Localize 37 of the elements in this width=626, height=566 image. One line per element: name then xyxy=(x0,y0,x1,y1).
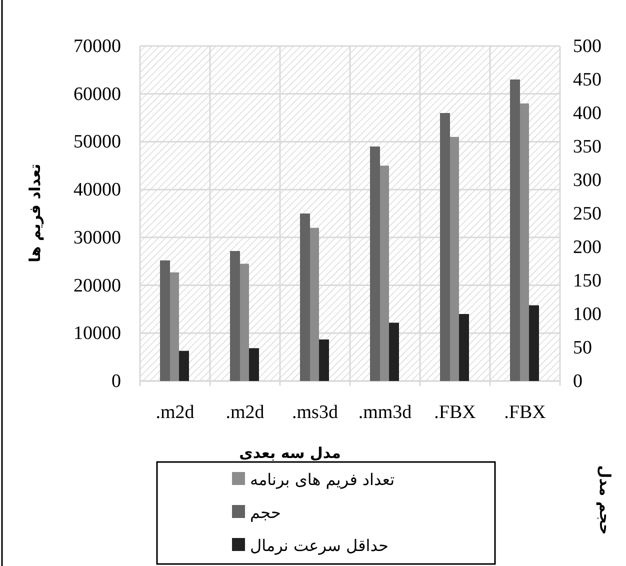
x-tick-label: .ms3d xyxy=(292,402,338,423)
y2-tick-label: 150 xyxy=(573,270,602,292)
x-tick-label: .FBX xyxy=(504,402,546,423)
y2-tick-label: 50 xyxy=(573,338,592,358)
y2-tick-label: 300 xyxy=(573,170,602,191)
bar xyxy=(389,322,399,381)
y-tick-label: 30000 xyxy=(74,227,121,248)
bar xyxy=(459,314,469,381)
x-tick-label: .FBX xyxy=(434,402,476,423)
y-tick-label: 20000 xyxy=(74,275,121,296)
x-tick-label: .m2d xyxy=(226,402,265,423)
x-tick-label: .mm3d xyxy=(358,402,412,423)
legend-label: تعداد فریم های برنامه xyxy=(250,470,395,489)
legend-label: حداقل سرعت نرمال xyxy=(250,536,389,555)
y2-tick-label: 350 xyxy=(573,136,602,158)
y2-tick-label: 250 xyxy=(573,204,602,224)
y2-tick-label: 0 xyxy=(573,371,582,392)
y2-tick-label: 500 xyxy=(573,36,602,57)
bar xyxy=(529,305,539,381)
y-tick-label: 0 xyxy=(112,371,121,392)
y-tick-label: 10000 xyxy=(74,323,121,344)
y-tick-label: 40000 xyxy=(74,180,121,201)
y-tick-label: 50000 xyxy=(74,132,121,153)
y-axis-title: تعداد فریم ها xyxy=(26,164,44,262)
bar xyxy=(179,350,189,381)
y2-tick-label: 400 xyxy=(573,103,602,124)
y2-tick-label: 200 xyxy=(573,237,602,258)
y2-axis-title: حجم مدل xyxy=(596,465,614,535)
y-tick-label: 70000 xyxy=(74,36,121,57)
bar xyxy=(249,348,259,381)
bar xyxy=(319,339,329,381)
y-tick-label: 60000 xyxy=(74,84,121,105)
y2-tick-label: 100 xyxy=(573,304,602,325)
x-tick-label: .m2d xyxy=(156,402,195,423)
legend-label: حجم xyxy=(250,503,281,522)
y2-tick-label: 450 xyxy=(573,70,602,90)
x-axis-title: مدل سه بعدی xyxy=(239,444,341,462)
